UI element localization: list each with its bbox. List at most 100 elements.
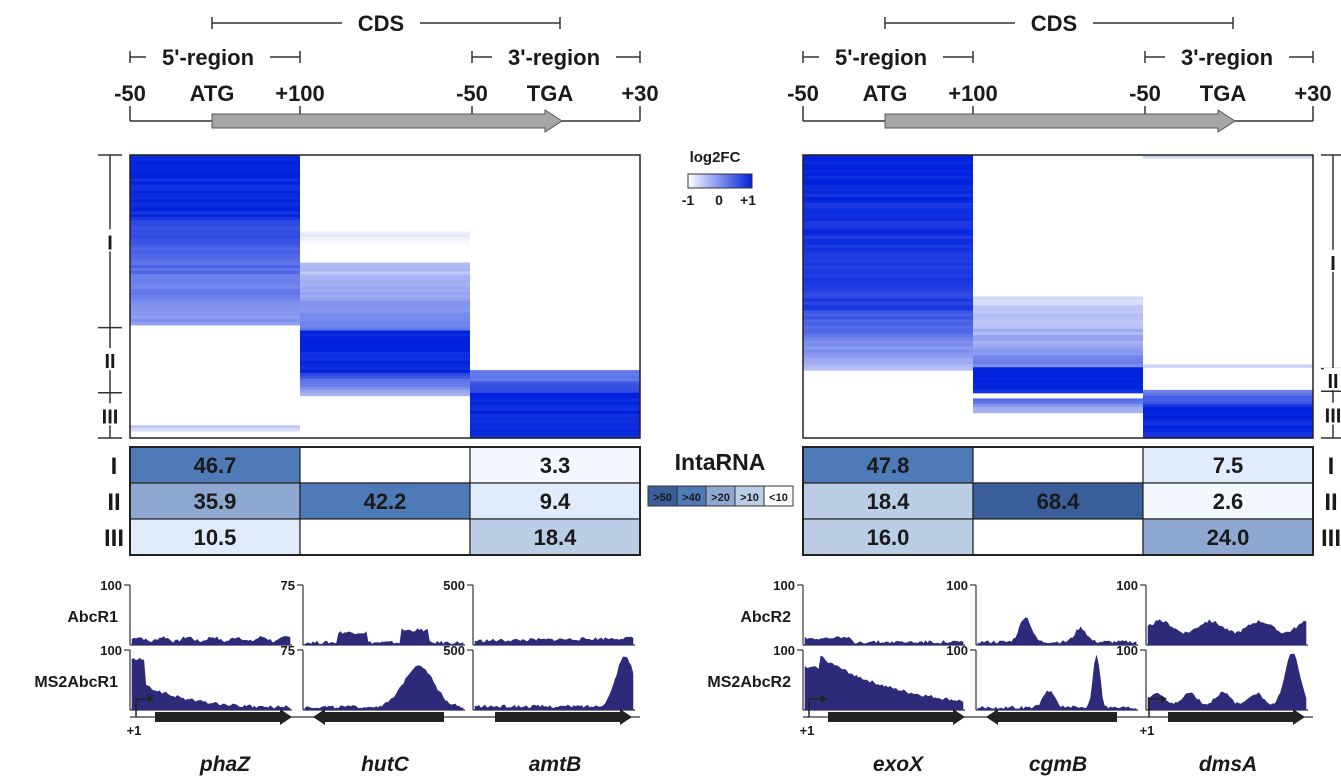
heatmap-row bbox=[973, 406, 1143, 411]
track-scale-label: 100 bbox=[773, 643, 795, 658]
track-name: AbcR2 bbox=[740, 609, 791, 626]
heatmap-row bbox=[130, 199, 300, 204]
heatmap-row bbox=[1143, 419, 1313, 424]
heatmap-row bbox=[130, 271, 300, 275]
heatmap-row bbox=[130, 172, 300, 177]
heatmap-row bbox=[973, 386, 1143, 391]
heatmap-row bbox=[973, 325, 1143, 330]
heatmap-row bbox=[973, 361, 1143, 365]
intarna-table-frame bbox=[802, 446, 1314, 556]
heatmap-row bbox=[300, 289, 470, 293]
heatmap-row bbox=[803, 166, 973, 171]
position-tick-label: +30 bbox=[1294, 81, 1331, 106]
heatmap-row bbox=[300, 283, 470, 287]
log2fc-tick: 0 bbox=[715, 192, 723, 208]
heatmap-row bbox=[130, 262, 300, 266]
heatmap-row bbox=[973, 299, 1143, 303]
heatmap-row bbox=[803, 223, 973, 228]
heatmap-row bbox=[300, 239, 470, 244]
position-tick-label: -50 bbox=[1129, 81, 1161, 106]
heatmap-row bbox=[130, 175, 300, 180]
heatmap-row bbox=[470, 407, 640, 412]
heatmap-row bbox=[300, 300, 470, 305]
heatmap-row bbox=[803, 274, 973, 279]
coverage-area bbox=[804, 655, 964, 711]
table-cluster-label: II bbox=[107, 489, 120, 516]
heatmap-cluster-label: II bbox=[1327, 371, 1338, 393]
coverage-area bbox=[131, 657, 291, 711]
heatmap-row bbox=[803, 211, 973, 216]
heatmap-row bbox=[973, 328, 1143, 333]
heatmap-row bbox=[470, 381, 640, 385]
heatmap-row bbox=[1143, 155, 1313, 159]
heatmap-row bbox=[130, 238, 300, 242]
heatmap-row bbox=[803, 361, 973, 365]
heatmap-row bbox=[300, 381, 470, 385]
intarna-cell-value: 16.0 bbox=[867, 525, 910, 550]
heatmap-row bbox=[973, 355, 1143, 360]
heatmap-row bbox=[1143, 425, 1313, 430]
heatmap-row bbox=[1143, 413, 1313, 417]
heatmap-row bbox=[130, 217, 300, 221]
heatmap-row bbox=[470, 419, 640, 424]
heatmap-row bbox=[973, 352, 1143, 357]
heatmap-row bbox=[803, 187, 973, 192]
coverage-area bbox=[1147, 619, 1307, 646]
heatmap-row bbox=[300, 378, 470, 382]
heatmap-row bbox=[130, 190, 300, 195]
coverage-track: MS2AbcR1 100 75 500 bbox=[34, 643, 635, 711]
cluster-label-bg bbox=[101, 229, 119, 252]
heatmap-row bbox=[803, 184, 973, 189]
position-tick-label: +30 bbox=[621, 81, 658, 106]
five-prime-label: 5'-region bbox=[835, 45, 927, 70]
heatmap-row bbox=[803, 322, 973, 327]
heatmap-row bbox=[130, 256, 300, 260]
heatmap-row bbox=[1143, 364, 1313, 368]
gene-name: phaZ bbox=[199, 753, 251, 776]
heatmap-row bbox=[130, 178, 300, 183]
heatmap-row bbox=[803, 232, 973, 237]
heatmap-row bbox=[130, 208, 300, 212]
panel: CDS 5'-region 3'-region -50 ATG +100 -50 TGA +30… bbox=[34, 11, 658, 776]
position-tick-label: -50 bbox=[114, 81, 146, 106]
heatmap-row bbox=[300, 271, 470, 275]
heatmap-row bbox=[130, 157, 300, 162]
heatmap-row bbox=[470, 387, 640, 391]
heatmap-row bbox=[470, 428, 640, 433]
heatmap-row bbox=[130, 250, 300, 254]
heatmap-cluster-label: II bbox=[104, 351, 115, 373]
intarna-bin-swatch bbox=[763, 485, 794, 507]
intarna-cell bbox=[1142, 446, 1314, 484]
intarna-cell-value: 18.4 bbox=[534, 525, 578, 550]
intarna-cell-value: 47.8 bbox=[867, 453, 910, 478]
coverage-area bbox=[977, 617, 1137, 646]
heatmap-row bbox=[973, 296, 1143, 301]
intarna-cell bbox=[469, 482, 641, 520]
intarna-cell bbox=[129, 446, 301, 484]
heatmap-row bbox=[300, 315, 470, 320]
track-scale-label: 500 bbox=[443, 578, 465, 593]
track-name: MS2AbcR2 bbox=[707, 674, 791, 691]
heatmap-row bbox=[973, 364, 1143, 368]
heatmap-row bbox=[973, 389, 1143, 394]
heatmap-row bbox=[803, 358, 973, 362]
heatmap-row bbox=[300, 268, 470, 272]
heatmap-row bbox=[803, 367, 973, 371]
heatmap-row bbox=[130, 211, 300, 215]
intarna-cell bbox=[802, 446, 974, 484]
heatmap-row bbox=[973, 346, 1143, 351]
heatmap-row bbox=[470, 398, 640, 403]
heatmap-row bbox=[1143, 401, 1313, 405]
coverage-area bbox=[977, 655, 1137, 711]
intarna-bin-label: >10 bbox=[740, 492, 759, 504]
gene-arrow bbox=[828, 709, 965, 725]
heatmap-row bbox=[803, 328, 973, 333]
coverage-track: AbcR2 100 100 100 bbox=[740, 578, 1308, 646]
heatmap-row bbox=[973, 337, 1143, 342]
track-scale-label: 500 bbox=[443, 643, 465, 658]
intarna-cell bbox=[972, 518, 1144, 556]
heatmap-row bbox=[803, 301, 973, 306]
heatmap-row bbox=[300, 375, 470, 380]
intarna-bin-label: >50 bbox=[653, 492, 672, 504]
heatmap-row bbox=[803, 277, 973, 282]
